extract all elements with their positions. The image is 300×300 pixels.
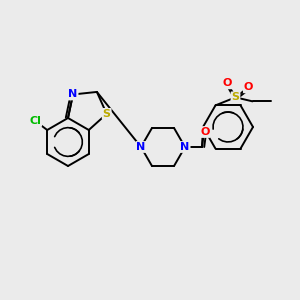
Text: S: S [232,92,239,102]
Text: N: N [68,89,78,100]
Text: Cl: Cl [29,116,41,126]
Text: S: S [103,109,111,119]
Text: O: O [200,127,210,137]
Text: N: N [136,142,146,152]
Text: O: O [244,82,253,92]
Text: N: N [180,142,190,152]
Text: O: O [223,78,232,88]
